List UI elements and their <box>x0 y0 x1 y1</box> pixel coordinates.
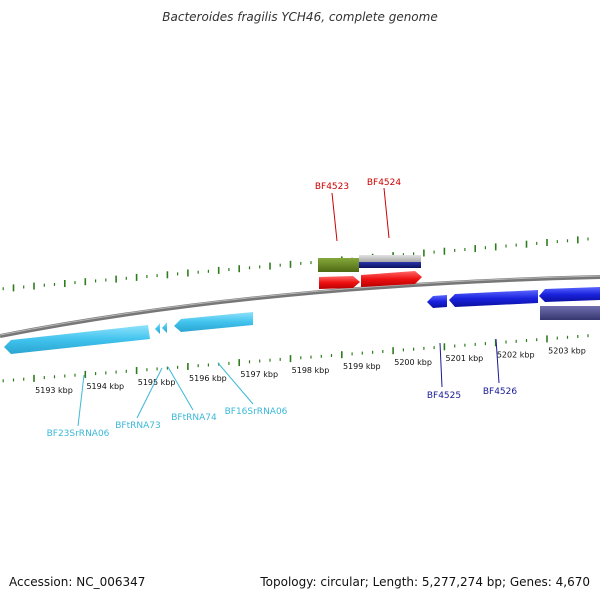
gene-BF4523-arrow[interactable] <box>319 276 360 289</box>
gene-BF4526-arrow[interactable] <box>449 290 538 307</box>
kbp-tick-label: 5194 kbp <box>86 382 124 391</box>
ortholog-box-navy <box>359 262 421 268</box>
callout-line-BF4524 <box>383 187 390 239</box>
accession-label: Accession: NC_006347 <box>9 575 146 589</box>
scale-tick-labels: 5193 kbp 5194 kbp 5195 kbp 5196 kbp 5197 kbp… <box>35 346 586 395</box>
label-BF23SrRNA06[interactable]: BF23SrRNA06 <box>47 429 110 439</box>
gene-BF23SrRNA06-arrow[interactable] <box>4 325 150 354</box>
kbp-tick-label: 5196 kbp <box>189 374 227 383</box>
label-BFtRNA73[interactable]: BFtRNA73 <box>115 421 160 431</box>
gene-next-arrow[interactable] <box>539 287 600 302</box>
ortholog-box-green <box>318 258 359 272</box>
gene-BFtRNA74-arrow[interactable] <box>162 322 167 333</box>
kbp-tick-label: 5202 kbp <box>497 350 535 359</box>
label-BF4523[interactable]: BF4523 <box>315 182 349 192</box>
genome-backbone <box>0 275 600 338</box>
kbp-tick-label: 5199 kbp <box>343 362 381 371</box>
callout-line-BFtRNA73 <box>136 367 163 419</box>
gene-BF4524-arrow[interactable] <box>361 271 422 287</box>
genome-backbone-highlight <box>0 275 600 336</box>
ortholog-box-purple <box>540 306 600 320</box>
ortholog-box-gray <box>359 255 421 262</box>
gene-BF4525-arrow[interactable] <box>427 295 447 308</box>
callout-line-BFtRNA74 <box>167 366 194 411</box>
kbp-tick-label: 5198 kbp <box>292 366 330 375</box>
map-title: Bacteroides fragilis YCH46, complete gen… <box>162 10 438 24</box>
label-BFtRNA74[interactable]: BFtRNA74 <box>171 413 217 423</box>
kbp-tick-label: 5201 kbp <box>446 354 484 363</box>
kbp-tick-label: 5197 kbp <box>240 370 278 379</box>
genome-summary-label: Topology: circular; Length: 5,277,274 bp… <box>260 575 590 589</box>
kbp-tick-label: 5193 kbp <box>35 386 73 395</box>
gene-BFtRNA73-arrow[interactable] <box>155 323 160 334</box>
callout-line-BF23SrRNA06 <box>77 374 85 427</box>
gene-BF16SrRNA06-arrow[interactable] <box>174 312 253 332</box>
label-BF4524[interactable]: BF4524 <box>367 178 402 188</box>
forward-tick-track <box>2 236 589 292</box>
kbp-tick-label: 5195 kbp <box>138 378 176 387</box>
reverse-tick-track <box>2 334 589 383</box>
label-BF4526[interactable]: BF4526 <box>483 387 518 397</box>
callout-line-BF4525 <box>439 342 443 388</box>
callout-line-BF4526 <box>495 338 500 384</box>
callout-line-BF16SrRNA06 <box>217 362 254 405</box>
label-BF16SrRNA06[interactable]: BF16SrRNA06 <box>225 407 288 417</box>
kbp-tick-label: 5203 kbp <box>548 346 586 355</box>
label-BF4525[interactable]: BF4525 <box>427 391 461 401</box>
kbp-tick-label: 5200 kbp <box>394 358 432 367</box>
callout-line-BF4523 <box>331 192 338 242</box>
